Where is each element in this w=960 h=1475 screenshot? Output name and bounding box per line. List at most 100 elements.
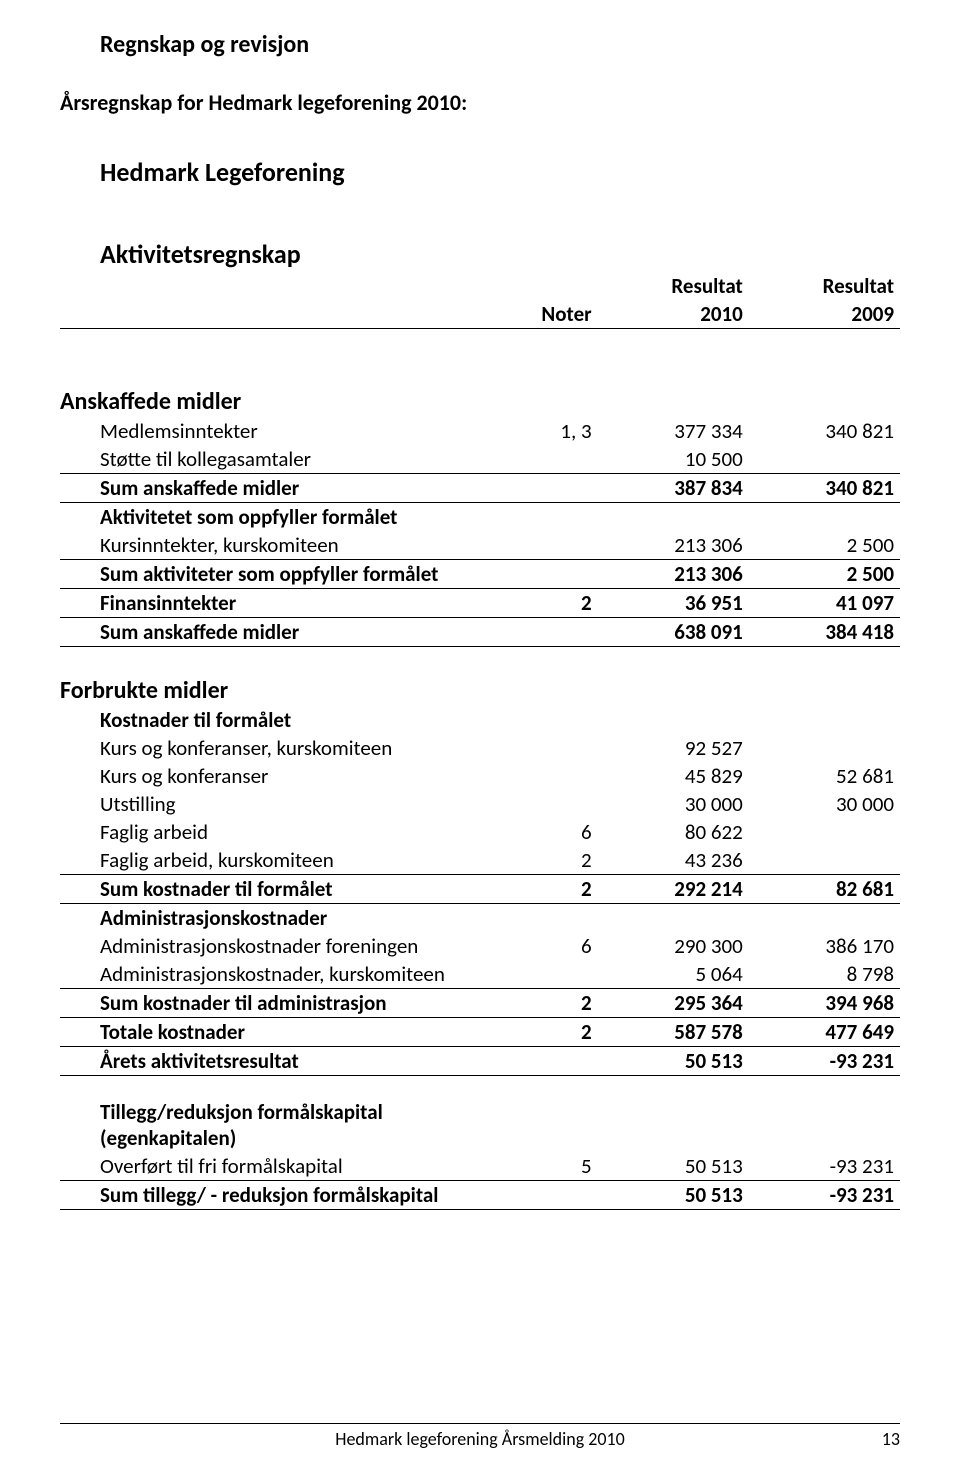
table-row: Støtte til kollegasamtaler 10 500 [60,445,900,474]
table-row: Kurs og konferanser, kurskomiteen 92 527 [60,734,900,762]
row-label: Sum anskaffede midler [60,617,514,646]
table-row: Sum aktiviteter som oppfyller formålet 2… [60,559,900,588]
row-2009: -93 231 [749,1180,900,1209]
row-noter [514,1180,598,1209]
row-noter: 2 [514,846,598,875]
row-2010: 587 578 [598,1018,749,1047]
table-row: Medlemsinntekter 1, 3 377 334 340 821 [60,417,900,445]
row-label: Sum tillegg/ - reduksjon formålskapital [60,1180,514,1209]
section-header: Forbrukte midler [60,668,900,706]
row-noter [514,1047,598,1076]
row-noter [514,734,598,762]
row-noter: 6 [514,932,598,960]
row-noter: 2 [514,989,598,1018]
row-2010: 30 000 [598,790,749,818]
row-noter [514,445,598,474]
row-noter [514,762,598,790]
row-2010: 638 091 [598,617,749,646]
row-2009: 52 681 [749,762,900,790]
table-row: Sum tillegg/ - reduksjon formålskapital … [60,1180,900,1209]
table-row: Faglig arbeid 6 80 622 [60,818,900,846]
row-label: Kostnader til formålet [60,706,514,734]
row-2010: 377 334 [598,417,749,445]
row-2010: 50 513 [598,1152,749,1181]
row-2009: 384 418 [749,617,900,646]
table-row: Kursinntekter, kurskomiteen 213 306 2 50… [60,531,900,560]
row-2010: 290 300 [598,932,749,960]
section-header: Anskaffede midler [60,379,900,417]
row-label: Overført til fri formålskapital [60,1152,514,1181]
row-2009: -93 231 [749,1047,900,1076]
row-noter: 2 [514,588,598,617]
table-row: Administrasjonskostnader [60,904,900,933]
row-label: Kurs og konferanser [60,762,514,790]
row-2009: -93 231 [749,1152,900,1181]
page-footer: Hedmark legeforening Årsmelding 2010 13 [60,1423,900,1450]
row-noter: 2 [514,1018,598,1047]
row-2009: 82 681 [749,875,900,904]
row-noter [514,559,598,588]
row-2010: 36 951 [598,588,749,617]
row-label: Kurs og konferanser, kurskomiteen [60,734,514,762]
row-2010: 45 829 [598,762,749,790]
row-2010: 50 513 [598,1047,749,1076]
row-label: Administrasjonskostnader, kurskomiteen [60,960,514,989]
header-noter: Noter [514,300,598,329]
row-2009: 8 798 [749,960,900,989]
row-2009 [749,445,900,474]
row-label: Administrasjonskostnader [60,904,514,933]
row-noter [514,790,598,818]
row-2010: 213 306 [598,531,749,560]
table-header-row: Noter 2010 2009 [60,300,900,329]
row-noter [514,617,598,646]
row-2009: 2 500 [749,559,900,588]
row-2010: 10 500 [598,445,749,474]
header-2009: 2009 [749,300,900,329]
row-noter: 6 [514,818,598,846]
financial-table: Resultat Resultat Noter 2010 2009 Anskaf… [60,272,900,1210]
table-row: Finansinntekter 2 36 951 41 097 [60,588,900,617]
row-2009: 340 821 [749,473,900,502]
row-2009 [749,846,900,875]
row-label: Sum kostnader til formålet [60,875,514,904]
row-2009: 340 821 [749,417,900,445]
row-label: Faglig arbeid, kurskomiteen [60,846,514,875]
header-resultat-2009: Resultat [749,272,900,300]
row-label: Medlemsinntekter [60,417,514,445]
row-label: Sum anskaffede midler [60,473,514,502]
row-label: Finansinntekter [60,588,514,617]
row-noter: 1, 3 [514,417,598,445]
table-row: Kostnader til formålet [60,706,900,734]
table-row: Tillegg/reduksjon formålskapital (egenka… [60,1098,900,1152]
row-2009: 477 649 [749,1018,900,1047]
row-2010: 295 364 [598,989,749,1018]
row-2010: 80 622 [598,818,749,846]
row-2010: 5 064 [598,960,749,989]
row-2009: 41 097 [749,588,900,617]
table-row: Administrasjonskostnader, kurskomiteen 5… [60,960,900,989]
row-label: Årets aktivitetsresultat [60,1047,514,1076]
table-row: Administrasjonskostnader foreningen 6 29… [60,932,900,960]
subtitle: Årsregnskap for Hedmark legeforening 201… [60,89,900,116]
row-label: Aktivitetet som oppfyller formålet [60,502,514,531]
table-row: Overført til fri formålskapital 5 50 513… [60,1152,900,1181]
row-2009: 386 170 [749,932,900,960]
table-row: Faglig arbeid, kurskomiteen 2 43 236 [60,846,900,875]
section-forbrukte: Forbrukte midler [60,668,514,706]
row-2009: 394 968 [749,989,900,1018]
row-2010: 213 306 [598,559,749,588]
table-header-row: Resultat Resultat [60,272,900,300]
row-2009 [749,818,900,846]
row-label: Sum aktiviteter som oppfyller formålet [60,559,514,588]
row-2010: 92 527 [598,734,749,762]
row-noter: 2 [514,875,598,904]
table-row: Kurs og konferanser 45 829 52 681 [60,762,900,790]
row-noter [514,473,598,502]
report-title: Aktivitetsregnskap [100,238,900,270]
table-row: Aktivitetet som oppfyller formålet [60,502,900,531]
row-2010: 50 513 [598,1180,749,1209]
row-noter [514,531,598,560]
row-2010: 292 214 [598,875,749,904]
table-row: Sum kostnader til formålet 2 292 214 82 … [60,875,900,904]
row-label: Kursinntekter, kurskomiteen [60,531,514,560]
